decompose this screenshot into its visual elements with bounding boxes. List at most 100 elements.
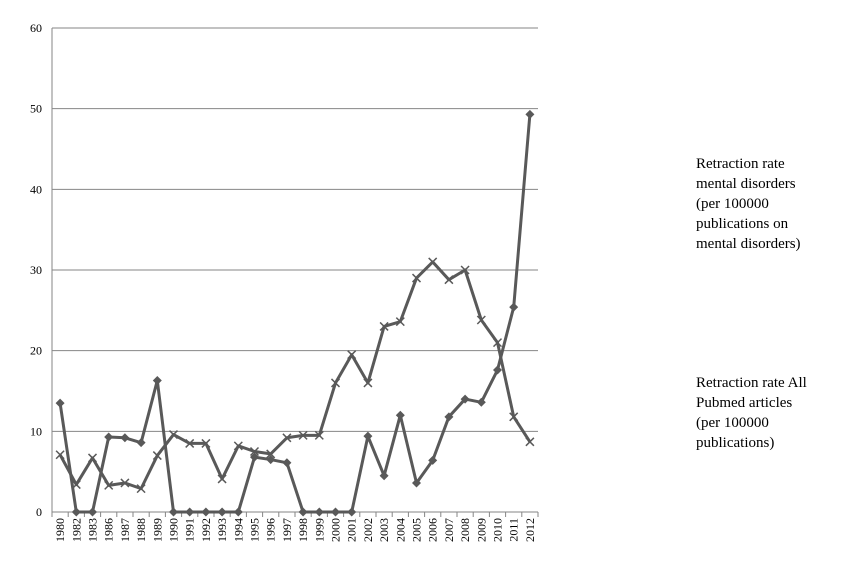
x-marker-stroke bbox=[152, 451, 162, 461]
legend-entry-mental-disorders: Retraction rate mental disorders (per 10… bbox=[668, 154, 846, 254]
data-point bbox=[233, 441, 243, 451]
data-point bbox=[104, 432, 114, 442]
data-point bbox=[395, 317, 405, 327]
x-tick-label: 2008 bbox=[458, 518, 472, 542]
legend-label-line: mental disorders) bbox=[696, 236, 801, 252]
x-marker-stroke bbox=[525, 437, 535, 447]
legend-label-line: publications) bbox=[696, 435, 775, 451]
x-tick-label: 2001 bbox=[345, 518, 359, 542]
data-point bbox=[249, 446, 260, 457]
x-tick-label: 2002 bbox=[361, 518, 375, 542]
data-point bbox=[411, 273, 422, 283]
data-point bbox=[152, 451, 162, 461]
x-marker-stroke bbox=[330, 378, 341, 388]
data-point bbox=[525, 109, 535, 119]
y-tick-label: 0 bbox=[36, 505, 42, 519]
legend-label-line: Pubmed articles bbox=[696, 395, 793, 411]
x-tick-label: 1992 bbox=[199, 518, 213, 542]
x-marker-stroke bbox=[120, 478, 130, 488]
data-point bbox=[476, 397, 486, 407]
series-layer bbox=[55, 109, 535, 517]
x-marker-stroke bbox=[87, 453, 98, 463]
x-marker-stroke bbox=[71, 480, 81, 490]
data-point bbox=[217, 507, 227, 517]
data-point bbox=[136, 438, 146, 448]
data-point bbox=[266, 449, 276, 459]
y-tick-label: 50 bbox=[30, 102, 42, 116]
data-point bbox=[282, 458, 292, 468]
x-marker-stroke bbox=[282, 433, 292, 443]
x-tick-label: 1987 bbox=[118, 518, 132, 542]
x-marker-stroke bbox=[363, 378, 373, 388]
x-tick-label: 2005 bbox=[410, 518, 424, 542]
x-marker-stroke bbox=[136, 484, 146, 494]
x-tick-label: 1983 bbox=[86, 518, 100, 542]
data-point bbox=[201, 438, 211, 448]
axes bbox=[51, 28, 539, 517]
x-marker-stroke bbox=[411, 273, 422, 283]
x-marker-stroke bbox=[104, 480, 114, 490]
x-marker-stroke bbox=[55, 450, 65, 460]
data-point bbox=[168, 430, 179, 440]
x-tick-label: 2000 bbox=[329, 518, 343, 542]
x-marker-stroke bbox=[298, 430, 308, 440]
data-point bbox=[444, 275, 454, 285]
data-point bbox=[460, 394, 470, 404]
data-point bbox=[88, 507, 97, 517]
x-marker-stroke bbox=[233, 441, 243, 451]
data-point bbox=[314, 430, 324, 440]
x-tick-label: 1995 bbox=[248, 518, 262, 542]
data-point bbox=[412, 478, 421, 488]
x-tick-label: 1991 bbox=[183, 518, 197, 542]
data-point bbox=[379, 321, 389, 331]
x-marker-stroke bbox=[476, 315, 486, 325]
data-point bbox=[185, 438, 195, 448]
x-tick-label: 1988 bbox=[134, 518, 148, 542]
x-tick-label: 2009 bbox=[474, 518, 488, 542]
x-marker-stroke bbox=[428, 257, 438, 267]
data-point bbox=[363, 378, 373, 388]
data-point bbox=[282, 433, 292, 443]
data-point bbox=[363, 431, 373, 441]
x-tick-label: 1990 bbox=[167, 518, 181, 542]
y-tick-label: 30 bbox=[30, 263, 42, 277]
legend-label-line: mental disorders bbox=[696, 176, 796, 192]
x-tick-label: 1989 bbox=[150, 518, 164, 542]
data-point bbox=[250, 452, 259, 462]
x-tick-label: 1980 bbox=[53, 518, 67, 542]
x-marker-stroke bbox=[217, 474, 227, 484]
x-marker-stroke bbox=[168, 430, 179, 440]
data-point bbox=[185, 507, 195, 517]
x-marker-stroke bbox=[379, 321, 389, 331]
data-point bbox=[201, 507, 211, 517]
data-point bbox=[120, 478, 130, 488]
series-line bbox=[58, 114, 532, 514]
data-point bbox=[347, 507, 357, 517]
data-point bbox=[71, 480, 81, 490]
data-point bbox=[428, 257, 438, 267]
x-tick-label: 2012 bbox=[523, 518, 537, 542]
data-point bbox=[395, 410, 405, 420]
x-tick-label: 1996 bbox=[264, 518, 278, 542]
data-point bbox=[233, 507, 243, 517]
data-point bbox=[55, 450, 65, 460]
legend-label-line: (per 100000 bbox=[696, 196, 769, 212]
legend-entry-all-pubmed: Retraction rate All Pubmed articles (per… bbox=[668, 373, 846, 453]
y-tick-label: 40 bbox=[30, 182, 42, 196]
series-line bbox=[58, 260, 532, 491]
x-marker-stroke bbox=[492, 338, 503, 348]
data-point bbox=[71, 507, 81, 517]
y-tick-label: 60 bbox=[30, 21, 42, 35]
x-marker-stroke bbox=[185, 438, 195, 448]
x-tick-label: 2007 bbox=[442, 518, 456, 542]
data-point bbox=[136, 484, 146, 494]
data-point bbox=[492, 338, 503, 348]
legend-label-line: (per 100000 bbox=[696, 415, 769, 431]
data-point bbox=[314, 507, 324, 517]
x-marker-stroke bbox=[314, 430, 324, 440]
y-tick-label: 20 bbox=[30, 344, 42, 358]
series-0 bbox=[55, 109, 535, 517]
x-marker-stroke bbox=[444, 275, 454, 285]
data-point bbox=[428, 455, 438, 465]
